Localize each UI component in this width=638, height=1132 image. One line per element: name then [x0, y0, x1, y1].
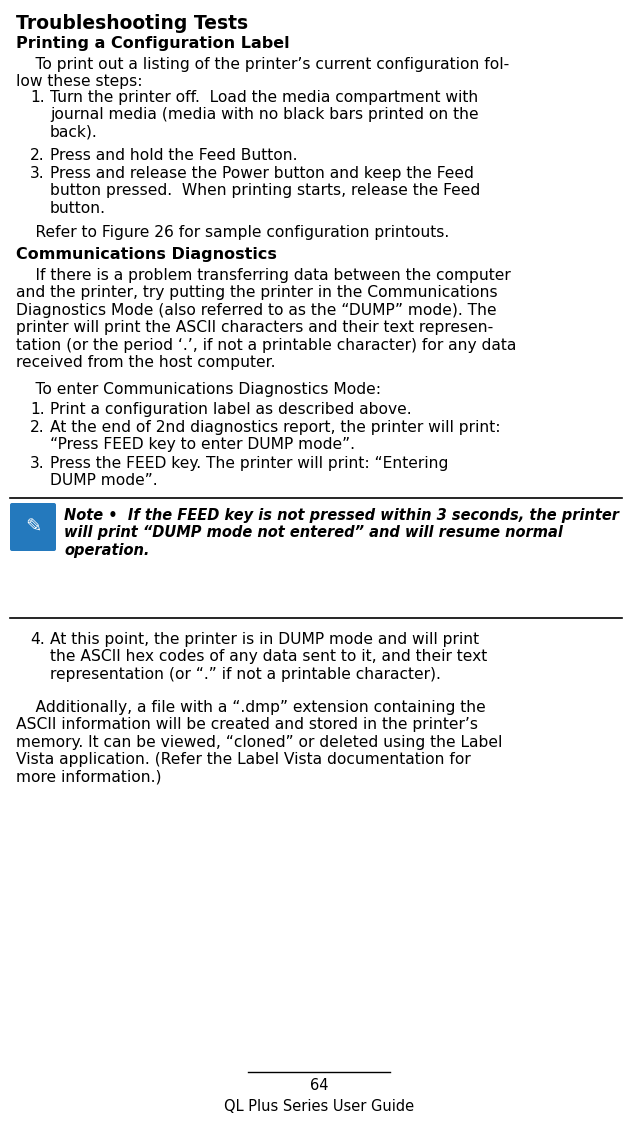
- Text: Turn the printer off.  Load the media compartment with
journal media (media with: Turn the printer off. Load the media com…: [50, 91, 479, 139]
- Text: To print out a listing of the printer’s current configuration fol-
low these ste: To print out a listing of the printer’s …: [16, 57, 509, 89]
- Text: 2.: 2.: [30, 148, 45, 163]
- FancyBboxPatch shape: [10, 503, 56, 551]
- Text: 2.: 2.: [30, 420, 45, 435]
- Text: To enter Communications Diagnostics Mode:: To enter Communications Diagnostics Mode…: [16, 381, 381, 397]
- Text: If there is a problem transferring data between the computer
and the printer, tr: If there is a problem transferring data …: [16, 268, 516, 370]
- Text: Communications Diagnostics: Communications Diagnostics: [16, 247, 277, 261]
- Text: Note •  If the FEED key is not pressed within 3 seconds, the printer
will print : Note • If the FEED key is not pressed wi…: [64, 508, 619, 558]
- Text: QL Plus Series User Guide: QL Plus Series User Guide: [224, 1099, 414, 1114]
- Text: Additionally, a file with a “.dmp” extension containing the
ASCII information wi: Additionally, a file with a “.dmp” exten…: [16, 700, 502, 784]
- Text: 1.: 1.: [30, 91, 45, 105]
- Text: 1.: 1.: [30, 402, 45, 417]
- Text: Refer to Figure 26 for sample configuration printouts.: Refer to Figure 26 for sample configurat…: [16, 225, 449, 240]
- Text: Print a configuration label as described above.: Print a configuration label as described…: [50, 402, 412, 417]
- Text: Press the FEED key. The printer will print: “Entering
DUMP mode”.: Press the FEED key. The printer will pri…: [50, 456, 449, 488]
- Text: Press and hold the Feed Button.: Press and hold the Feed Button.: [50, 148, 297, 163]
- Text: 3.: 3.: [30, 166, 45, 181]
- Text: Troubleshooting Tests: Troubleshooting Tests: [16, 14, 248, 33]
- Text: 4.: 4.: [30, 632, 45, 648]
- Text: ✎: ✎: [25, 517, 41, 537]
- Text: 3.: 3.: [30, 456, 45, 471]
- Text: Press and release the Power button and keep the Feed
button pressed.  When print: Press and release the Power button and k…: [50, 166, 480, 216]
- Text: 64: 64: [310, 1078, 328, 1094]
- Text: Printing a Configuration Label: Printing a Configuration Label: [16, 36, 290, 51]
- Text: At the end of 2nd diagnostics report, the printer will print:
“Press FEED key to: At the end of 2nd diagnostics report, th…: [50, 420, 500, 453]
- Text: At this point, the printer is in DUMP mode and will print
the ASCII hex codes of: At this point, the printer is in DUMP mo…: [50, 632, 487, 681]
